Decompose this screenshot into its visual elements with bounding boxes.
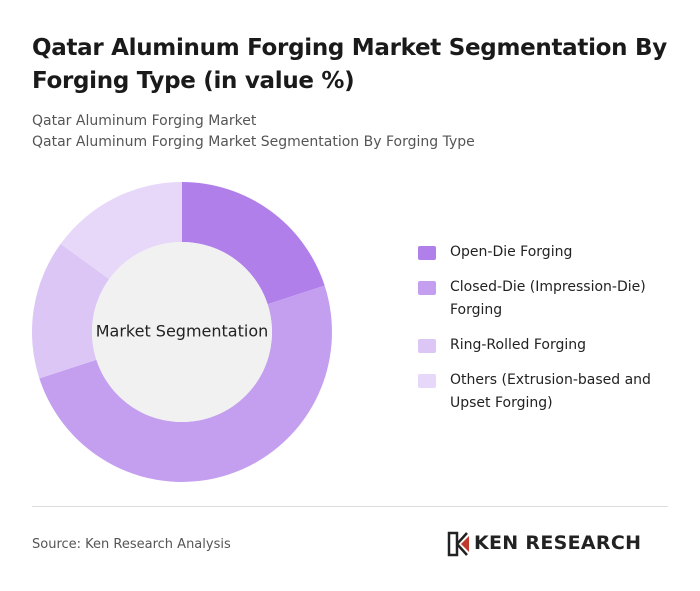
- brand-logo: [447, 531, 469, 557]
- brand: KEN RESEARCH: [474, 532, 642, 554]
- legend-swatch: [418, 339, 436, 353]
- subtitle: Qatar Aluminum Forging Market Segmentati…: [32, 134, 475, 150]
- subtitle: Qatar Aluminum Forging Market: [32, 113, 257, 129]
- divider: [32, 506, 668, 507]
- chart-title: Qatar Aluminum Forging Market Segmentati…: [32, 35, 667, 94]
- legend: Open-Die Forging Closed-Die (Impression-D…: [418, 243, 668, 429]
- donut-chart: Market Segmentation: [32, 182, 332, 482]
- legend-swatch: [418, 281, 436, 295]
- legend-swatch: [418, 374, 436, 388]
- donut-segment: [32, 243, 110, 379]
- legend-label: Others (Extrusion-based and Upset Forgin…: [450, 372, 651, 411]
- legend-label: Closed-Die (Impression-Die) Forging: [450, 279, 646, 318]
- donut-segment: [182, 182, 325, 305]
- source: Source: Ken Research Analysis: [32, 537, 231, 552]
- center: [92, 242, 272, 422]
- legend-swatch: [418, 246, 436, 260]
- legend-label: Open-Die Forging: [450, 244, 573, 260]
- center-label: Market Segmentation: [96, 322, 269, 341]
- legend-item: Open-Die Forging: [418, 243, 668, 264]
- donut-segment: [60, 182, 183, 280]
- legend-item: Closed-Die (Impression-Die) Forging: [418, 278, 668, 322]
- legend-item: Ring-Rolled Forging: [418, 336, 668, 357]
- legend-label: Ring-Rolled Forging: [450, 337, 586, 353]
- donut-segment: [39, 285, 332, 482]
- legend-item: Others (Extrusion-based and Upset Forgin…: [418, 371, 668, 415]
